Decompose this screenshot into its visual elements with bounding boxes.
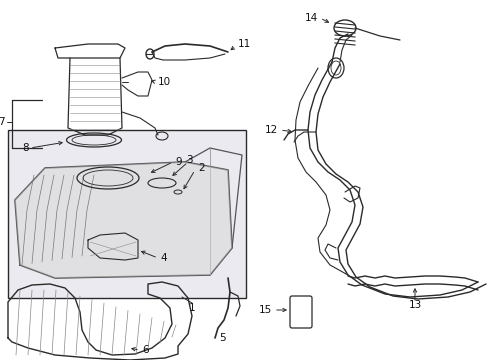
Text: 2: 2 [198, 163, 204, 173]
Text: 8: 8 [22, 143, 29, 153]
Text: 5: 5 [218, 333, 225, 343]
Text: 4: 4 [160, 253, 166, 263]
Text: 10: 10 [158, 77, 171, 87]
Text: 6: 6 [142, 345, 148, 355]
Text: 7: 7 [0, 117, 5, 127]
Text: 11: 11 [238, 39, 251, 49]
Text: 1: 1 [188, 303, 195, 313]
FancyBboxPatch shape [289, 296, 311, 328]
Polygon shape [15, 162, 231, 278]
Text: 13: 13 [407, 300, 421, 310]
Text: 9: 9 [175, 157, 181, 167]
Text: 3: 3 [185, 155, 192, 165]
Text: 14: 14 [304, 13, 317, 23]
Text: 12: 12 [264, 125, 278, 135]
FancyBboxPatch shape [8, 130, 245, 298]
Text: 15: 15 [258, 305, 271, 315]
